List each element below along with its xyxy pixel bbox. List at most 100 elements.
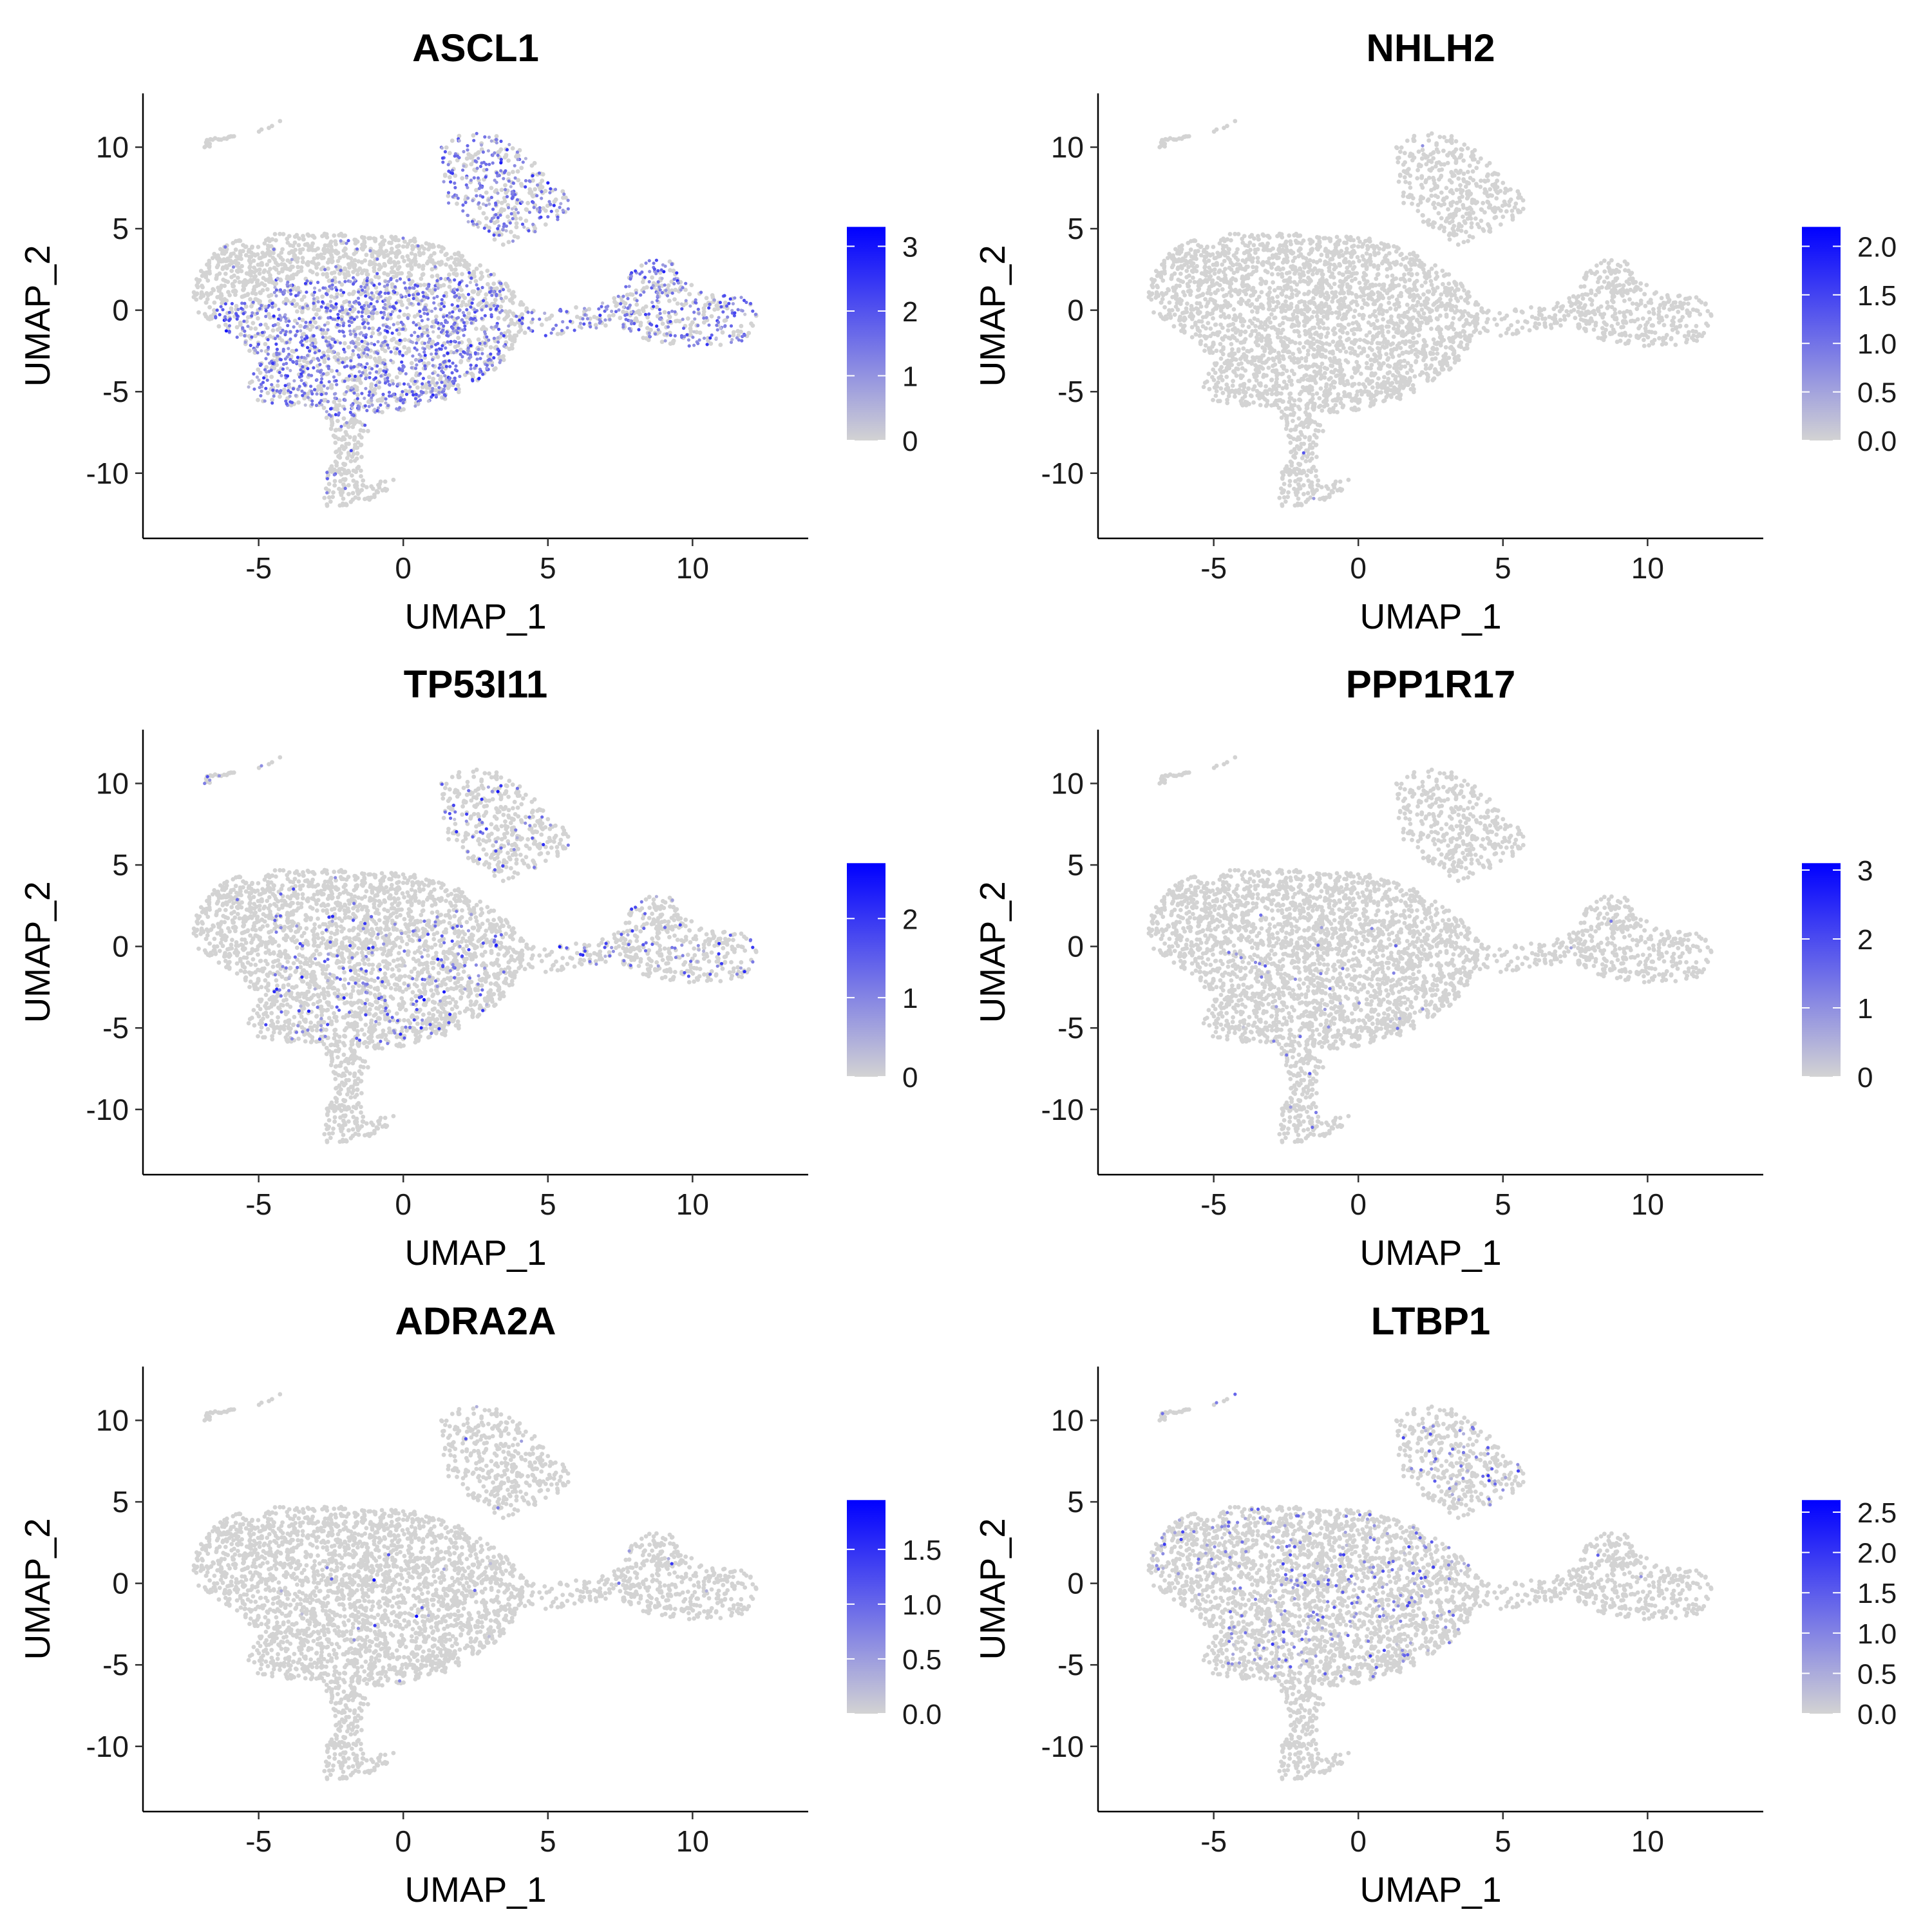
expressing-cell-point bbox=[406, 316, 410, 320]
cell-point bbox=[256, 397, 260, 402]
cell-point bbox=[244, 319, 249, 324]
expressing-cell-point bbox=[287, 319, 291, 323]
expressing-cell-point bbox=[390, 331, 394, 335]
expressing-cell-point bbox=[256, 343, 260, 346]
cell-point bbox=[1230, 383, 1235, 388]
expressing-cell-point bbox=[249, 343, 252, 348]
cell-point bbox=[1170, 308, 1175, 312]
cell-point bbox=[391, 237, 395, 242]
cell-point bbox=[1191, 276, 1195, 280]
expressing-cell-point bbox=[363, 396, 366, 401]
expressing-cell-point bbox=[430, 325, 433, 328]
cell-point bbox=[634, 302, 639, 307]
cell-point bbox=[212, 252, 217, 256]
expressing-cell-point bbox=[495, 324, 498, 328]
cell-point bbox=[245, 292, 251, 296]
cell-point bbox=[1229, 238, 1233, 243]
cell-point bbox=[366, 428, 370, 433]
expressing-cell-point bbox=[448, 311, 451, 315]
expressing-cell-point bbox=[398, 309, 402, 313]
cell-point bbox=[1242, 251, 1247, 256]
expressing-cell-point bbox=[495, 294, 498, 298]
cell-point bbox=[355, 451, 360, 456]
cell-point bbox=[477, 205, 482, 211]
cell-point bbox=[1287, 392, 1292, 397]
cell-point bbox=[497, 292, 502, 298]
expressing-cell-point bbox=[566, 198, 570, 202]
cell-point bbox=[701, 312, 706, 317]
cell-point bbox=[340, 357, 345, 362]
cell-point bbox=[224, 298, 229, 303]
expressing-cell-point bbox=[272, 314, 276, 318]
expressing-cell-point bbox=[621, 294, 625, 298]
cell-point bbox=[254, 268, 259, 273]
expressing-cell-point bbox=[392, 323, 395, 327]
expressing-cell-point bbox=[295, 359, 299, 364]
cell-point bbox=[1296, 323, 1301, 328]
expressing-cell-point bbox=[489, 139, 493, 143]
expressing-cell-point bbox=[466, 346, 471, 350]
expressing-cell-point bbox=[328, 309, 332, 313]
expressing-cell-point bbox=[462, 149, 466, 154]
expressing-cell-point bbox=[337, 411, 341, 415]
expressing-cell-point bbox=[386, 317, 390, 321]
expressing-cell-point bbox=[389, 312, 393, 316]
cell-point bbox=[1399, 252, 1404, 256]
cell-point bbox=[559, 331, 564, 336]
cell-point bbox=[457, 260, 462, 264]
cell-point bbox=[361, 483, 366, 488]
cell-point bbox=[1318, 386, 1323, 391]
cell-point bbox=[238, 320, 243, 325]
cell-point bbox=[307, 247, 312, 252]
cell-point bbox=[1256, 237, 1261, 242]
y-tick-label: -5 bbox=[102, 375, 129, 408]
expressing-cell-point bbox=[635, 299, 639, 303]
cell-points bbox=[191, 118, 759, 508]
expressing-cell-point bbox=[389, 278, 393, 281]
expressing-cell-point bbox=[626, 306, 630, 310]
expressing-cell-point bbox=[739, 296, 743, 299]
cell-point bbox=[417, 263, 421, 268]
expressing-cell-point bbox=[656, 280, 660, 284]
cell-point bbox=[1280, 272, 1284, 276]
expressing-cell-point bbox=[324, 392, 328, 395]
cell-point bbox=[708, 341, 714, 346]
expressing-cell-point bbox=[322, 384, 326, 388]
expressing-cell-point bbox=[286, 323, 290, 328]
cell-point bbox=[330, 260, 334, 265]
expressing-cell-point bbox=[353, 278, 357, 281]
cell-point bbox=[350, 491, 355, 496]
expressing-cell-point bbox=[301, 365, 305, 369]
cell-point bbox=[1433, 263, 1438, 268]
expressing-cell-point bbox=[507, 205, 511, 210]
expressing-cell-point bbox=[285, 341, 289, 345]
expressing-cell-point bbox=[473, 159, 477, 163]
cell-point bbox=[1437, 313, 1443, 318]
expressing-cell-point bbox=[258, 323, 262, 327]
expressing-cell-point bbox=[453, 154, 457, 158]
expressing-cell-point bbox=[485, 366, 489, 370]
cell-point bbox=[350, 424, 355, 430]
cell-point bbox=[688, 323, 693, 328]
expressing-cell-point bbox=[360, 314, 364, 318]
expressing-cell-point bbox=[536, 183, 540, 187]
expressing-cell-point bbox=[370, 281, 374, 285]
cell-point bbox=[355, 272, 360, 277]
cell-point bbox=[341, 497, 346, 501]
expressing-cell-point bbox=[313, 388, 317, 392]
cell-point bbox=[444, 145, 449, 150]
cell-point bbox=[355, 445, 360, 450]
expressing-cell-point bbox=[221, 308, 225, 312]
expressing-cell-point bbox=[580, 326, 583, 330]
cell-point bbox=[216, 137, 221, 142]
cell-point bbox=[343, 274, 348, 278]
expressing-cell-point bbox=[475, 283, 478, 287]
expressing-cell-point bbox=[629, 274, 634, 278]
expressing-cell-point bbox=[733, 311, 737, 315]
colorbar-label: 1 bbox=[902, 361, 918, 392]
expressing-cell-point bbox=[444, 319, 448, 323]
cell-point bbox=[265, 262, 270, 267]
cell-point bbox=[279, 338, 285, 343]
cell-point bbox=[506, 214, 510, 219]
cell-point bbox=[337, 372, 341, 377]
